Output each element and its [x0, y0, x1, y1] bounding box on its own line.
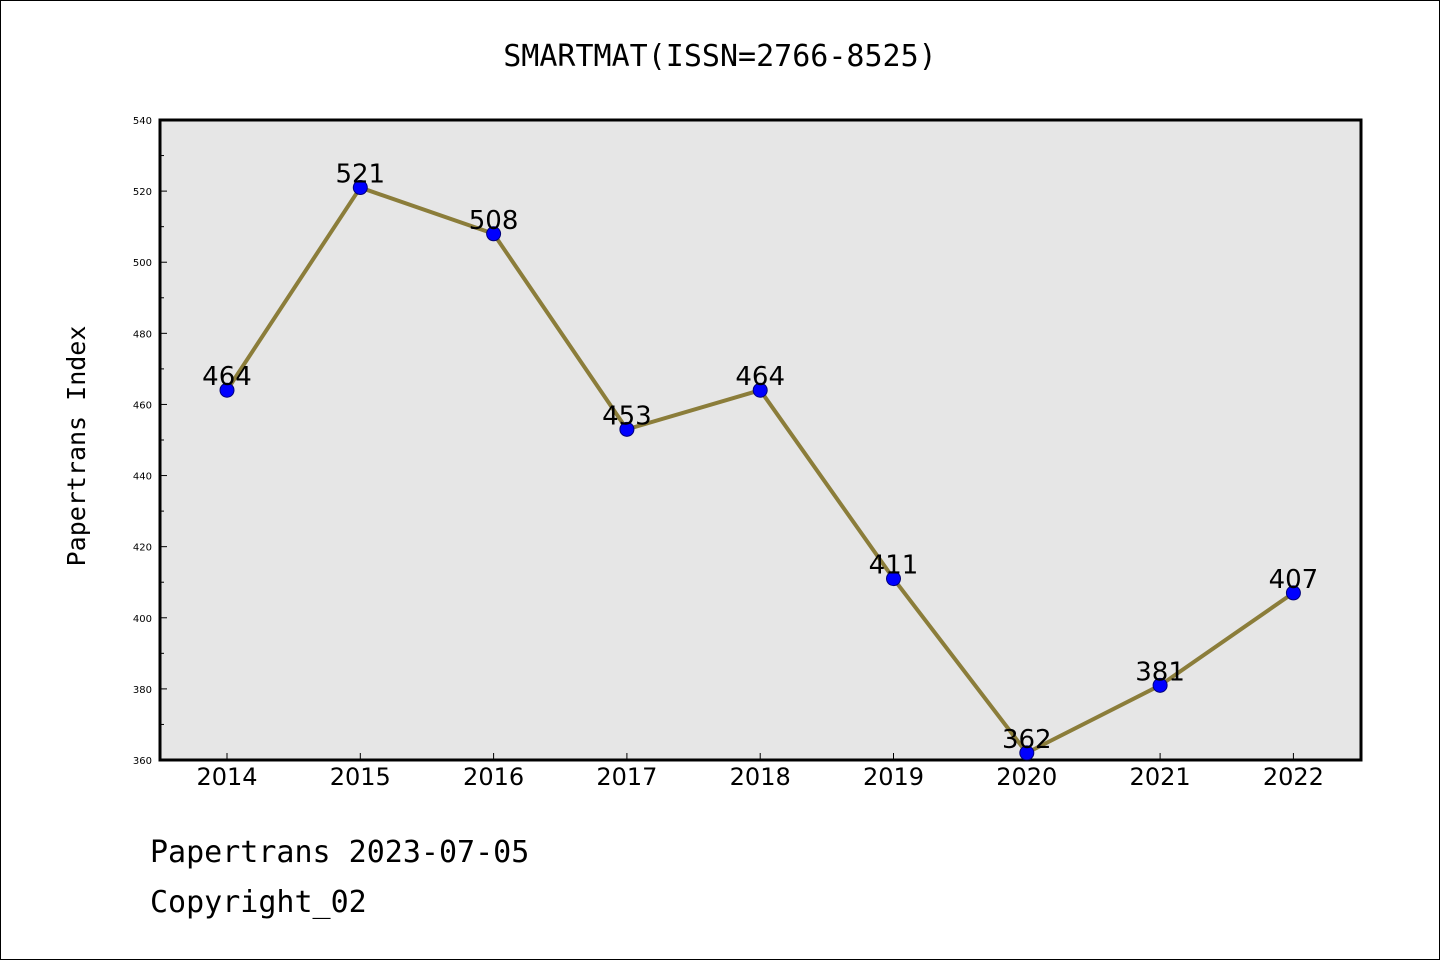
data-label: 508 — [469, 206, 519, 236]
data-label: 411 — [869, 551, 919, 581]
data-label: 362 — [1002, 725, 1052, 755]
series-layer — [219, 180, 1301, 761]
y-tick-label: 440 — [133, 472, 152, 483]
data-label: 464 — [202, 362, 252, 392]
y-tick-label: 360 — [133, 756, 152, 767]
x-tick-label: 2020 — [996, 763, 1057, 791]
x-tick-label: 2019 — [863, 763, 924, 791]
data-point — [886, 571, 901, 587]
y-axis-label: Papertrans Index — [62, 326, 91, 567]
y-axis: 360 380 400 420 440 460 480 500 520 540 — [133, 116, 167, 767]
data-point — [752, 382, 768, 398]
data-labels: 464 521 508 453 464 411 362 381 407 — [202, 160, 1318, 755]
data-label: 381 — [1135, 657, 1185, 687]
data-point — [619, 421, 635, 437]
y-tick-label: 480 — [133, 329, 152, 340]
x-tick-label: 2022 — [1263, 763, 1324, 791]
y-tick-label: 520 — [133, 187, 152, 198]
footer-date-text: Papertrans 2023-07-05 — [150, 835, 530, 870]
x-tick-label: 2016 — [463, 763, 524, 791]
x-tick-label: 2014 — [196, 763, 257, 791]
x-axis: 2014 2015 2016 2017 2018 2019 2020 2021 2022 — [196, 753, 1324, 791]
x-tick-label: 2021 — [1130, 763, 1191, 791]
y-tick-label: 400 — [133, 614, 152, 625]
y-tick-label: 460 — [133, 400, 152, 411]
data-point — [219, 382, 235, 398]
data-label: 453 — [602, 401, 652, 431]
data-point — [352, 180, 368, 196]
y-tick-label: 500 — [133, 258, 152, 269]
x-tick-label: 2018 — [730, 763, 791, 791]
data-label: 521 — [335, 160, 385, 190]
footer-copyright-text: Copyright_02 — [150, 885, 367, 920]
data-label: 407 — [1269, 565, 1319, 595]
y-tick-label: 420 — [133, 543, 152, 554]
data-point — [1019, 745, 1035, 761]
data-label: 464 — [735, 362, 785, 392]
y-tick-label: 380 — [133, 685, 152, 696]
x-tick-label: 2017 — [596, 763, 657, 791]
chart-title: SMARTMAT(ISSN=2766-8525) — [503, 39, 936, 74]
data-point — [486, 226, 502, 242]
plot-area — [158, 118, 1363, 762]
x-tick-label: 2015 — [330, 763, 391, 791]
data-point — [1152, 677, 1168, 693]
y-tick-label: 540 — [133, 116, 152, 127]
data-point — [1285, 585, 1301, 601]
